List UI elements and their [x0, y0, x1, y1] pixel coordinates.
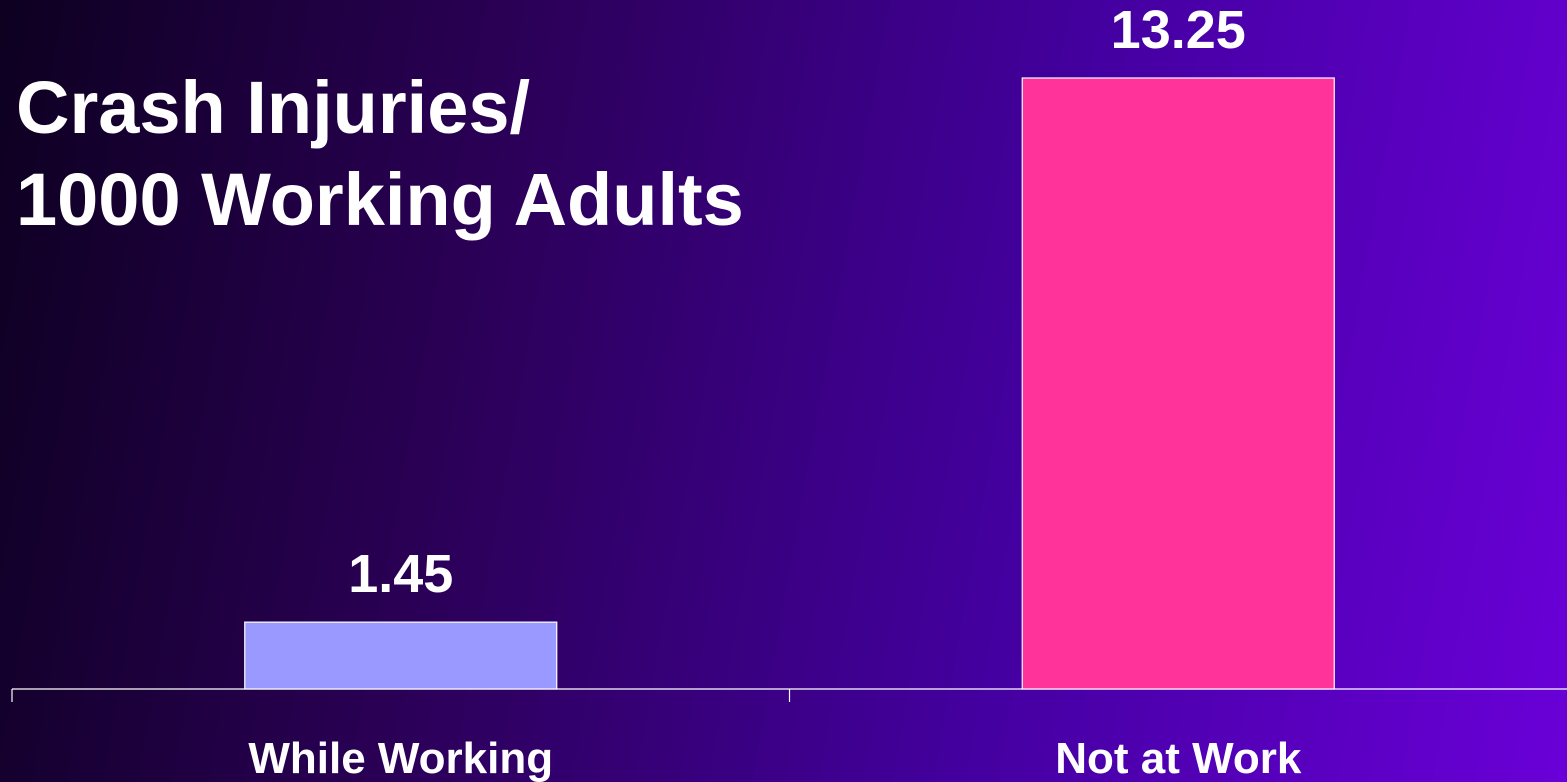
chart-title-line-2: 1000 Working Adults — [16, 158, 744, 241]
x-tick-label-while-working: While Working — [248, 734, 553, 782]
bar-while-working — [244, 621, 558, 690]
x-tick-label-not-at-work: Not at Work — [1055, 734, 1302, 782]
chart-title-line-1: Crash Injuries/ — [16, 66, 531, 149]
data-label-while-working: 1.45 — [348, 544, 453, 604]
data-label-not-at-work: 13.25 — [1111, 0, 1246, 60]
bar-not-at-work — [1021, 77, 1335, 690]
chart-title: Crash Injuries/ 1000 Working Adults — [16, 62, 744, 246]
